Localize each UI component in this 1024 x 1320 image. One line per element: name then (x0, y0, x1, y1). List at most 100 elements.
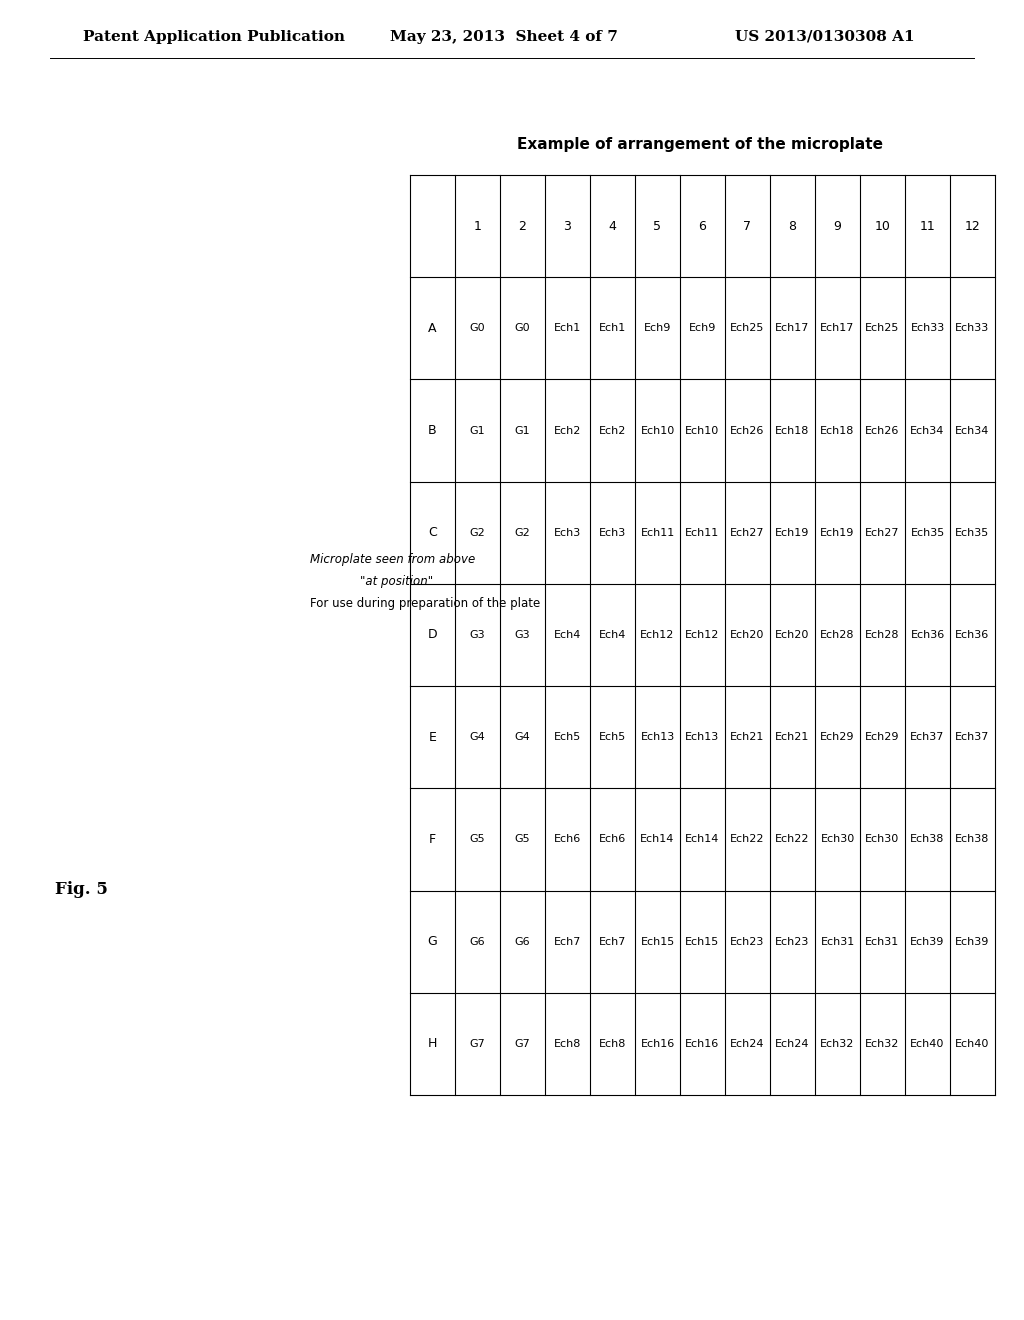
Text: Ech29: Ech29 (820, 733, 855, 742)
Text: Ech39: Ech39 (955, 937, 989, 946)
Text: Ech27: Ech27 (865, 528, 900, 537)
Text: Ech7: Ech7 (554, 937, 582, 946)
Text: C: C (428, 527, 437, 540)
Text: 3: 3 (563, 219, 571, 232)
Text: Ech18: Ech18 (820, 425, 855, 436)
Text: Ech18: Ech18 (775, 425, 810, 436)
Text: "at position": "at position" (360, 576, 433, 589)
Text: Ech34: Ech34 (955, 425, 989, 436)
Text: Ech38: Ech38 (910, 834, 945, 845)
Text: Ech17: Ech17 (775, 323, 810, 334)
Text: 7: 7 (743, 219, 752, 232)
Text: Ech16: Ech16 (640, 1039, 675, 1049)
Text: F: F (429, 833, 436, 846)
Text: G5: G5 (515, 834, 530, 845)
Text: G2: G2 (470, 528, 485, 537)
Text: Ech33: Ech33 (910, 323, 944, 334)
Text: Ech24: Ech24 (775, 1039, 810, 1049)
Text: Ech11: Ech11 (685, 528, 720, 537)
Text: Ech15: Ech15 (640, 937, 675, 946)
Text: Ech19: Ech19 (820, 528, 855, 537)
Text: Ech33: Ech33 (955, 323, 989, 334)
Text: Ech3: Ech3 (599, 528, 626, 537)
Text: Ech29: Ech29 (865, 733, 900, 742)
Text: Ech40: Ech40 (910, 1039, 945, 1049)
Text: Ech11: Ech11 (640, 528, 675, 537)
Text: Ech36: Ech36 (910, 630, 944, 640)
Text: Fig. 5: Fig. 5 (55, 882, 108, 899)
Text: Ech5: Ech5 (554, 733, 582, 742)
Text: Ech23: Ech23 (775, 937, 810, 946)
Text: Ech30: Ech30 (820, 834, 855, 845)
Text: Ech3: Ech3 (554, 528, 582, 537)
Text: G3: G3 (515, 630, 530, 640)
Text: Ech19: Ech19 (775, 528, 810, 537)
Text: Ech37: Ech37 (910, 733, 945, 742)
Text: 6: 6 (698, 219, 707, 232)
Text: For use during preparation of the plate: For use during preparation of the plate (310, 598, 541, 610)
Text: Ech22: Ech22 (775, 834, 810, 845)
Text: Ech17: Ech17 (820, 323, 855, 334)
Text: Ech21: Ech21 (775, 733, 810, 742)
Text: Ech8: Ech8 (599, 1039, 627, 1049)
Text: G6: G6 (470, 937, 485, 946)
Text: Ech14: Ech14 (685, 834, 720, 845)
Text: 8: 8 (788, 219, 797, 232)
Text: 2: 2 (518, 219, 526, 232)
Text: G5: G5 (470, 834, 485, 845)
Text: Ech31: Ech31 (820, 937, 855, 946)
Text: Ech13: Ech13 (685, 733, 720, 742)
Text: Ech1: Ech1 (599, 323, 626, 334)
Text: G1: G1 (515, 425, 530, 436)
Text: Ech14: Ech14 (640, 834, 675, 845)
Text: Ech10: Ech10 (640, 425, 675, 436)
Text: Ech21: Ech21 (730, 733, 765, 742)
Text: G: G (428, 935, 437, 948)
Text: Ech24: Ech24 (730, 1039, 765, 1049)
Text: Ech22: Ech22 (730, 834, 765, 845)
Text: Patent Application Publication: Patent Application Publication (83, 30, 345, 44)
Text: G1: G1 (470, 425, 485, 436)
Text: G7: G7 (470, 1039, 485, 1049)
Text: H: H (428, 1038, 437, 1051)
Text: Ech37: Ech37 (955, 733, 989, 742)
Text: Ech26: Ech26 (865, 425, 900, 436)
Text: Ech28: Ech28 (865, 630, 900, 640)
Text: Ech5: Ech5 (599, 733, 626, 742)
Text: Ech9: Ech9 (644, 323, 671, 334)
Text: Ech12: Ech12 (640, 630, 675, 640)
Text: A: A (428, 322, 437, 335)
Text: Ech34: Ech34 (910, 425, 945, 436)
Text: Ech26: Ech26 (730, 425, 765, 436)
Text: Ech32: Ech32 (820, 1039, 855, 1049)
Text: G2: G2 (515, 528, 530, 537)
Text: US 2013/0130308 A1: US 2013/0130308 A1 (735, 30, 914, 44)
Text: 4: 4 (608, 219, 616, 232)
Text: B: B (428, 424, 437, 437)
Text: Ech35: Ech35 (955, 528, 989, 537)
Text: G3: G3 (470, 630, 485, 640)
Text: G4: G4 (515, 733, 530, 742)
Text: G4: G4 (470, 733, 485, 742)
Text: Ech30: Ech30 (865, 834, 900, 845)
Text: 9: 9 (834, 219, 842, 232)
Text: Ech39: Ech39 (910, 937, 945, 946)
Text: Ech31: Ech31 (865, 937, 900, 946)
Text: Example of arrangement of the microplate: Example of arrangement of the microplate (517, 137, 883, 153)
Text: Ech13: Ech13 (640, 733, 675, 742)
Text: Ech28: Ech28 (820, 630, 855, 640)
Text: Ech8: Ech8 (554, 1039, 582, 1049)
Text: Ech38: Ech38 (955, 834, 989, 845)
Text: Ech2: Ech2 (554, 425, 582, 436)
Text: Ech1: Ech1 (554, 323, 582, 334)
Text: Ech40: Ech40 (955, 1039, 989, 1049)
Text: Ech6: Ech6 (554, 834, 582, 845)
Text: Ech20: Ech20 (775, 630, 810, 640)
Text: D: D (428, 628, 437, 642)
Text: Ech9: Ech9 (689, 323, 716, 334)
Text: 5: 5 (653, 219, 662, 232)
Text: G7: G7 (515, 1039, 530, 1049)
Text: Microplate seen from above: Microplate seen from above (310, 553, 475, 566)
Text: Ech4: Ech4 (599, 630, 627, 640)
Text: Ech10: Ech10 (685, 425, 720, 436)
